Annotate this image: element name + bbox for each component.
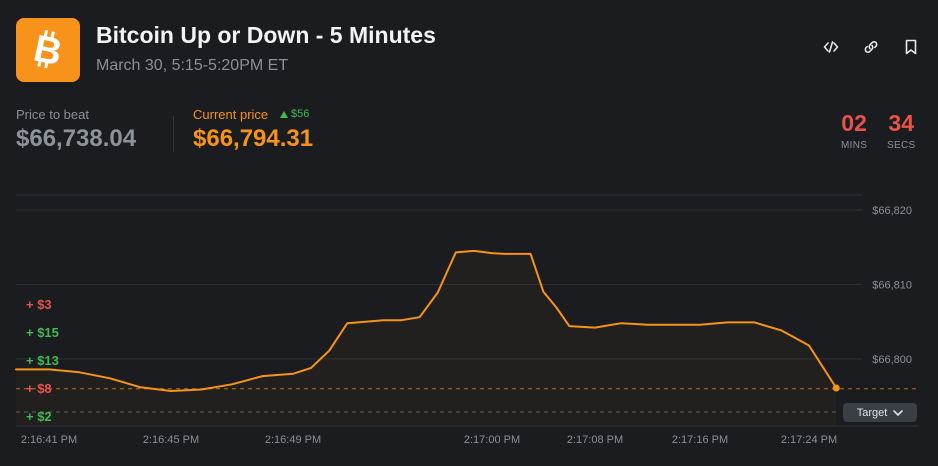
header-actions: [822, 38, 920, 56]
market-subtitle: March 30, 5:15-5:20PM ET: [96, 57, 289, 74]
x-tick-label: 2:16:49 PM: [265, 434, 321, 446]
x-tick-label: 2:16:45 PM: [143, 434, 199, 446]
link-icon: [864, 41, 878, 53]
timer-minutes-label: MINS: [841, 140, 868, 151]
price-to-beat-label: Price to beat: [16, 107, 89, 122]
copy-link-button[interactable]: [862, 38, 880, 56]
price-to-beat-value: $66,738.04: [16, 125, 137, 152]
x-tick-label: 2:17:16 PM: [672, 434, 728, 446]
bitcoin-logo: B: [16, 18, 80, 82]
x-tick-label: 2:17:24 PM: [781, 434, 837, 446]
bet-label: + $3: [26, 297, 52, 312]
embed-icon: [823, 41, 839, 53]
bet-label: + $13: [26, 353, 59, 368]
y-tick-label: $66,800: [872, 354, 912, 366]
timer-seconds-value: 34: [888, 110, 915, 136]
embed-button[interactable]: [822, 38, 840, 56]
x-tick-label: 2:17:08 PM: [567, 434, 623, 446]
bookmark-icon: [905, 39, 917, 55]
current-price-dot: [832, 384, 840, 392]
bet-label: + $8: [26, 381, 52, 396]
bet-label: + $2: [26, 409, 52, 424]
timer-minutes-value: 02: [841, 110, 867, 136]
divider: [173, 116, 174, 152]
up-triangle-icon: [280, 110, 288, 118]
y-tick-label: $66,810: [872, 279, 912, 291]
x-tick-label: 2:16:41 PM: [21, 434, 77, 446]
price-delta-value: $56: [291, 108, 310, 120]
price-area: [16, 250, 837, 426]
x-tick-label: 2:17:00 PM: [464, 434, 520, 446]
bitcoin-icon: B: [30, 30, 66, 70]
timer-seconds: 34 SECS: [887, 110, 915, 151]
timer-seconds-label: SECS: [887, 140, 916, 151]
current-price-label: Current price: [193, 107, 269, 122]
price-line: [15, 249, 838, 392]
timer-minutes: 02 MINS: [841, 110, 867, 151]
target-button[interactable]: Target: [843, 403, 917, 422]
current-price-value: $66,794.31: [193, 125, 314, 152]
bookmark-button[interactable]: [902, 38, 920, 56]
chevron-down-icon: [893, 409, 904, 416]
price-delta: $56: [280, 108, 309, 120]
bet-label: + $15: [26, 325, 59, 340]
y-tick-label: $66,820: [872, 205, 912, 217]
market-title: Bitcoin Up or Down - 5 Minutes: [96, 22, 436, 48]
target-button-label: Target: [856, 406, 888, 419]
